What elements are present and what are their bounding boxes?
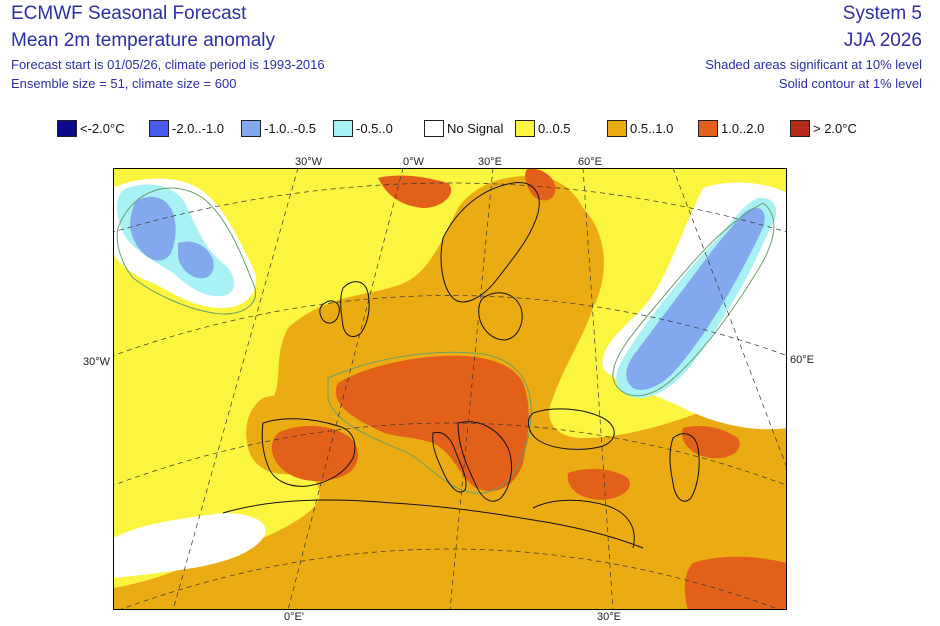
legend-item-no-signal: No Signal bbox=[424, 118, 503, 138]
gridline-longitude-30w bbox=[172, 168, 299, 610]
map-subtitle: Mean 2m temperature anomaly bbox=[11, 30, 276, 51]
legend-label: 0..0.5 bbox=[538, 120, 571, 136]
legend-swatch bbox=[607, 119, 627, 137]
gridline-longitude-60e bbox=[582, 168, 614, 610]
legend-item-1-to-2: 1.0..2.0 bbox=[698, 118, 764, 138]
legend-label: -1.0..-0.5 bbox=[264, 120, 317, 136]
forecast-start-info: Forecast start is 01/05/26, climate peri… bbox=[11, 57, 325, 72]
legend-label: No Signal bbox=[447, 120, 504, 136]
significance-contour-europe bbox=[327, 351, 532, 494]
hot-anomaly-turkey bbox=[567, 468, 631, 500]
legend-swatch bbox=[790, 119, 810, 137]
right-axis-label-60e: 60°E bbox=[790, 354, 814, 366]
top-axis-label-30w: 30°W bbox=[295, 156, 323, 168]
coastline-britain bbox=[340, 281, 370, 337]
gridline-latitude-1 bbox=[113, 182, 787, 233]
top-axis-label-0w: 0°W bbox=[403, 156, 424, 168]
top-axis-label-60e: 60°E bbox=[578, 156, 602, 168]
bottom-axis-label-30e: 30°E bbox=[597, 611, 621, 623]
hot-anomaly-middle-east bbox=[684, 556, 787, 610]
hot-anomaly-scandinavia bbox=[525, 168, 556, 201]
legend-item-minus-1-to-minus-05: -1.0..-0.5 bbox=[241, 118, 316, 138]
legend-item-0-to-05: 0..0.5 bbox=[515, 118, 571, 138]
coastline-eastern-med bbox=[532, 499, 635, 549]
legend-swatch bbox=[424, 119, 444, 137]
legend-item-minus-05-to-0: -0.5..0 bbox=[333, 118, 393, 138]
legend-swatch bbox=[515, 119, 535, 137]
gridline-longitude-30e bbox=[449, 168, 494, 610]
legend-item-minus-2-to-minus-1: -2.0..-1.0 bbox=[149, 118, 224, 138]
top-axis-label-30e: 30°E bbox=[478, 156, 502, 168]
shading-note: Shaded areas significant at 10% level bbox=[705, 57, 922, 72]
coastline-scandinavia bbox=[440, 182, 540, 303]
legend-label: 0.5..1.0 bbox=[630, 120, 674, 136]
cold-anomaly-north-atlantic-2 bbox=[178, 241, 214, 279]
legend-label: > 2.0°C bbox=[813, 120, 857, 136]
gridline-latitude-4 bbox=[118, 548, 782, 610]
anomaly-map bbox=[113, 168, 787, 610]
coastline-black-sea bbox=[527, 408, 615, 450]
hot-anomaly-north-sea bbox=[378, 175, 452, 208]
gridline-latitude-3 bbox=[113, 422, 787, 486]
contour-note: Solid contour at 1% level bbox=[778, 76, 922, 91]
legend-label: -2.0..-1.0 bbox=[172, 120, 225, 136]
hot-anomaly-caspian-south bbox=[682, 426, 740, 459]
coastline-north-africa bbox=[222, 499, 644, 549]
gridline-latitude-2 bbox=[113, 295, 787, 357]
legend-swatch bbox=[149, 119, 169, 137]
legend-label: -0.5..0 bbox=[356, 120, 393, 136]
gridline-longitude-0 bbox=[287, 168, 404, 610]
map-title: ECMWF Seasonal Forecast bbox=[11, 3, 247, 24]
legend-label: 1.0..2.0 bbox=[721, 120, 765, 136]
color-legend: <-2.0°C -2.0..-1.0 -1.0..-0.5 -0.5..0 No… bbox=[0, 118, 940, 138]
legend-swatch bbox=[333, 119, 353, 137]
ensemble-size-info: Ensemble size = 51, climate size = 600 bbox=[11, 76, 237, 91]
season-label: JJA 2026 bbox=[843, 30, 922, 51]
bottom-axis-label-0e: 0°E' bbox=[284, 611, 304, 623]
coastline-balkans bbox=[457, 421, 512, 502]
coastline-baltic bbox=[478, 292, 523, 341]
legend-swatch bbox=[57, 119, 77, 137]
legend-item-above-2: > 2.0°C bbox=[790, 118, 857, 138]
legend-swatch bbox=[698, 119, 718, 137]
hot-anomaly-iberia bbox=[271, 425, 359, 482]
coastline-italy bbox=[432, 431, 467, 493]
significance-contour-atlantic bbox=[116, 187, 256, 315]
cold-anomaly-russia bbox=[626, 207, 765, 390]
legend-label: <-2.0°C bbox=[80, 120, 125, 136]
legend-item-05-to-1: 0.5..1.0 bbox=[607, 118, 673, 138]
system-label: System 5 bbox=[842, 3, 922, 24]
left-axis-label-30w: 30°W bbox=[83, 356, 111, 368]
legend-item-below-minus-2: <-2.0°C bbox=[57, 118, 125, 138]
coastline-ireland bbox=[319, 300, 340, 324]
cold-anomaly-north-atlantic bbox=[130, 196, 176, 261]
hot-anomaly-central-europe bbox=[335, 355, 529, 492]
coastline-iberia bbox=[261, 418, 356, 487]
legend-swatch bbox=[241, 119, 261, 137]
no-signal-north-africa bbox=[113, 513, 266, 578]
significance-contour-russia bbox=[612, 202, 775, 397]
map-frame bbox=[113, 168, 787, 610]
coastline-caspian bbox=[669, 433, 700, 502]
